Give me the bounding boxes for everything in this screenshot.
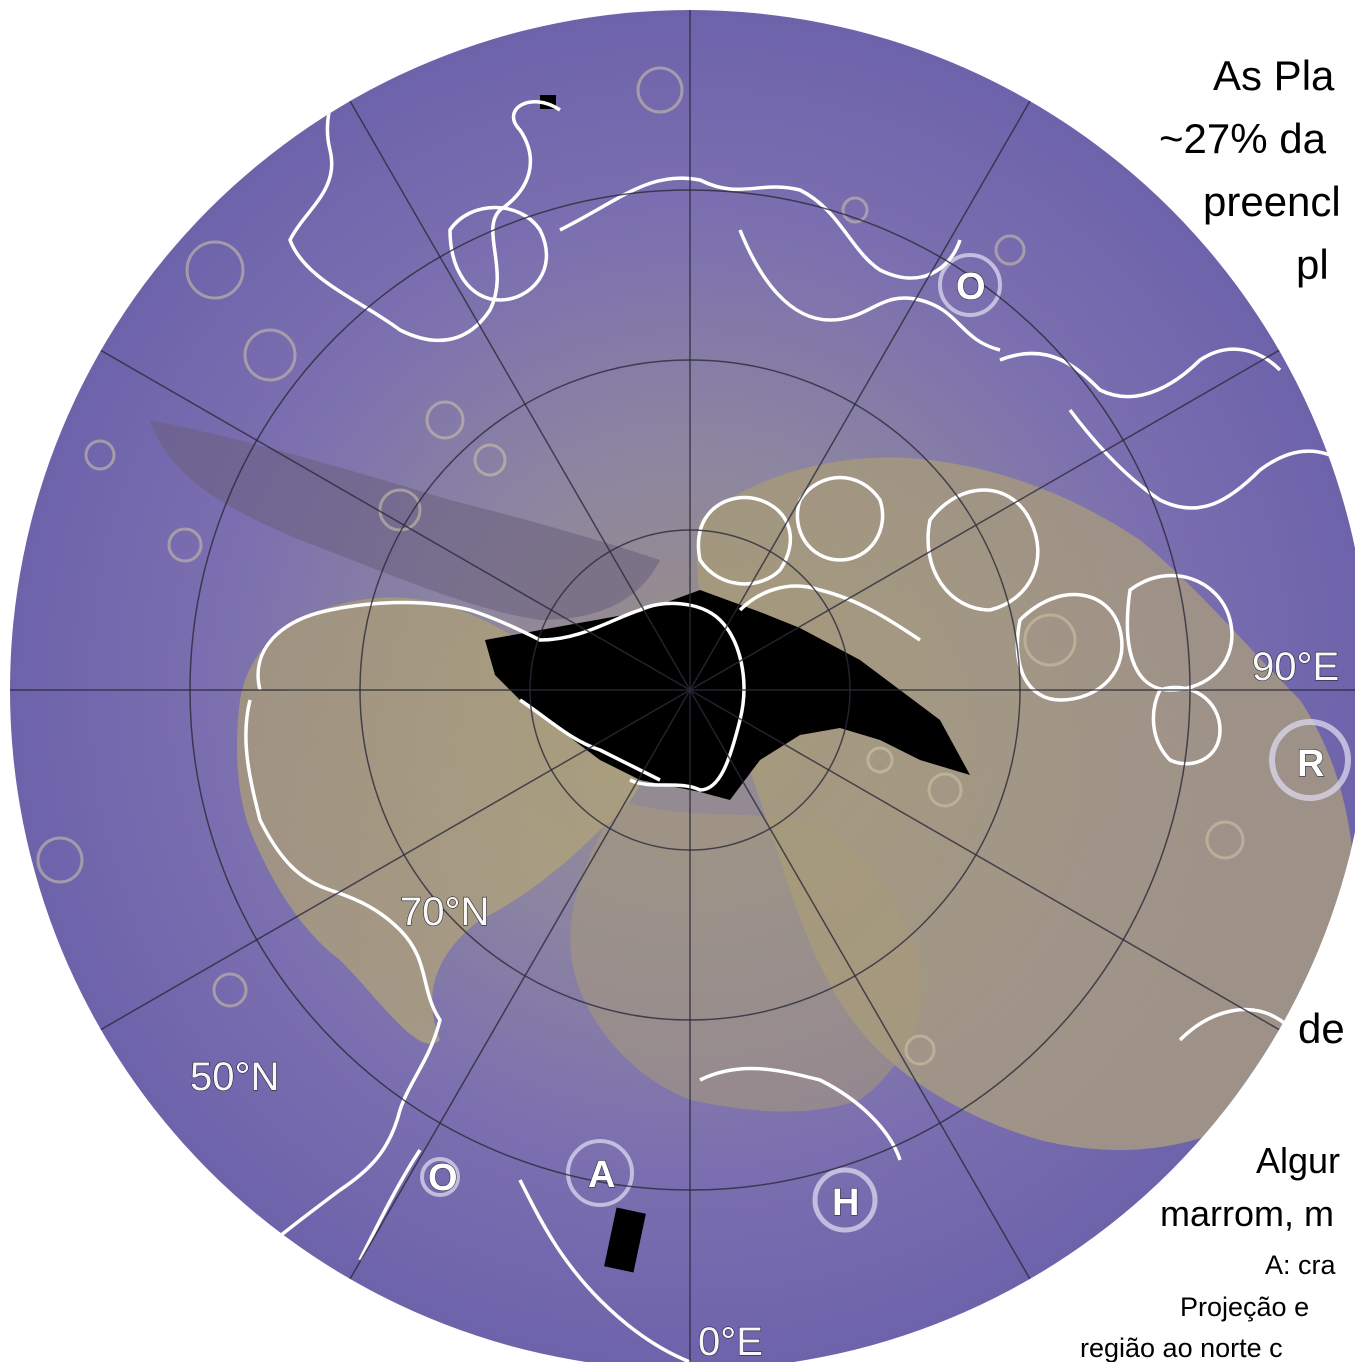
caption-line-2: ~27% da	[1159, 115, 1326, 162]
caption-line-1: As Pla	[1213, 52, 1335, 99]
longitude-label-0e: 0°E	[698, 1320, 763, 1362]
crater-marker-a: A	[588, 1154, 615, 1196]
named-craters	[420, 253, 1351, 1233]
crater-marker-o-north: O	[956, 266, 986, 308]
longitude-label-90e: 90°E	[1252, 645, 1339, 689]
caption-line-3: preencl	[1203, 178, 1341, 225]
latitude-label-50n: 50°N	[190, 1055, 279, 1099]
latitude-label-70n: 70°N	[400, 890, 489, 934]
craters	[36, 66, 1245, 1066]
caption-line-10: região ao norte c	[1080, 1333, 1283, 1362]
caption-line-7: marrom, m	[1160, 1193, 1334, 1234]
caption-line-4: pl	[1296, 241, 1329, 288]
caption-line-8: A: cra	[1265, 1250, 1336, 1280]
plains-outlines	[228, 39, 1355, 1362]
meridians	[10, 10, 1355, 1362]
smooth-plains-south	[570, 800, 922, 1112]
dark-terrain-band	[150, 420, 660, 620]
crater-marker-h: H	[832, 1182, 859, 1224]
no-data-strip	[604, 1207, 646, 1273]
caption-line-6: Algur	[1256, 1140, 1341, 1181]
crater-marker-r: R	[1297, 743, 1324, 785]
crater-marker-o-south: O	[428, 1157, 458, 1199]
caption-line-5: de	[1298, 1005, 1345, 1052]
caption-line-9: Projeção e	[1180, 1292, 1310, 1322]
